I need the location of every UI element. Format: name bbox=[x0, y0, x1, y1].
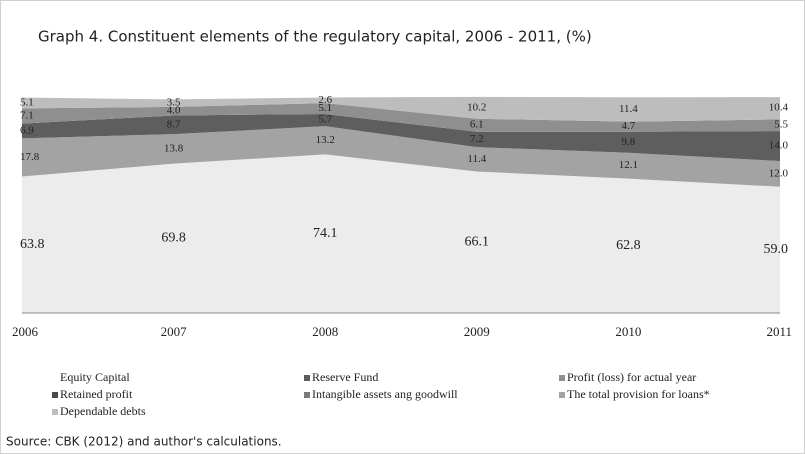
data-label: 5.5 bbox=[774, 119, 788, 131]
data-label: 74.1 bbox=[313, 226, 338, 241]
data-label: 7.1 bbox=[20, 110, 34, 122]
data-label: 13.2 bbox=[316, 134, 335, 146]
data-label: 5.1 bbox=[318, 102, 332, 114]
x-tick-label: 2008 bbox=[312, 324, 338, 339]
x-tick-label: 2007 bbox=[161, 324, 188, 339]
data-label: 6.9 bbox=[20, 125, 34, 137]
data-label: 17.8 bbox=[20, 151, 40, 163]
data-label: 69.8 bbox=[161, 231, 186, 246]
legend-label: Retained profit bbox=[60, 387, 133, 401]
data-label: 4.0 bbox=[167, 105, 181, 117]
data-label: 13.8 bbox=[164, 142, 184, 154]
legend-swatch bbox=[52, 375, 58, 381]
data-label: 5.7 bbox=[318, 114, 332, 126]
data-label: 14.0 bbox=[769, 140, 789, 152]
source: Source: CBK (2012) and author's calculat… bbox=[6, 435, 282, 449]
legend-label: Equity Capital bbox=[60, 370, 130, 384]
x-tick-label: 2009 bbox=[464, 324, 490, 339]
x-tick-label: 2010 bbox=[615, 324, 641, 339]
legend-swatch bbox=[304, 392, 310, 398]
legend-label: Dependable debts bbox=[60, 404, 146, 418]
x-tick-label: 2006 bbox=[12, 324, 39, 339]
data-label: 5.1 bbox=[20, 96, 34, 108]
data-label: 6.1 bbox=[470, 119, 484, 131]
data-label: 59.0 bbox=[764, 242, 789, 257]
legend-label: The total provision for loans* bbox=[567, 387, 710, 401]
x-tick-label: 2011 bbox=[766, 324, 792, 339]
legend-swatch bbox=[52, 392, 58, 398]
data-label: 7.2 bbox=[470, 133, 484, 145]
data-label: 10.2 bbox=[467, 101, 486, 113]
legend-swatch bbox=[52, 409, 58, 415]
data-label: 63.8 bbox=[20, 237, 45, 252]
legend-label: Reserve Fund bbox=[312, 370, 378, 384]
area bbox=[22, 126, 780, 187]
data-label: 12.1 bbox=[619, 159, 638, 171]
data-label: 62.8 bbox=[616, 238, 641, 253]
area bbox=[22, 103, 780, 132]
data-label: 66.1 bbox=[465, 234, 490, 249]
legend-label: Intangible assets ang goodwill bbox=[312, 387, 458, 401]
area bbox=[22, 154, 780, 313]
data-label: 4.7 bbox=[622, 120, 636, 132]
area bbox=[22, 96, 780, 122]
data-label: 11.4 bbox=[467, 153, 486, 165]
data-label: 10.4 bbox=[769, 102, 789, 114]
area bbox=[22, 113, 780, 162]
data-label: 11.4 bbox=[619, 103, 638, 115]
legend-swatch bbox=[559, 375, 565, 381]
data-label: 8.7 bbox=[167, 118, 181, 130]
legend-swatch bbox=[304, 375, 310, 381]
chart-title: Graph 4. Constituent elements of the reg… bbox=[38, 28, 592, 46]
legend-label: Profit (loss) for actual year bbox=[567, 370, 696, 384]
data-label: 12.0 bbox=[769, 167, 789, 179]
data-label: 2.6 bbox=[318, 94, 332, 106]
data-label: 3.5 bbox=[167, 97, 181, 109]
legend-swatch bbox=[559, 392, 565, 398]
data-label: 9.8 bbox=[622, 136, 636, 148]
